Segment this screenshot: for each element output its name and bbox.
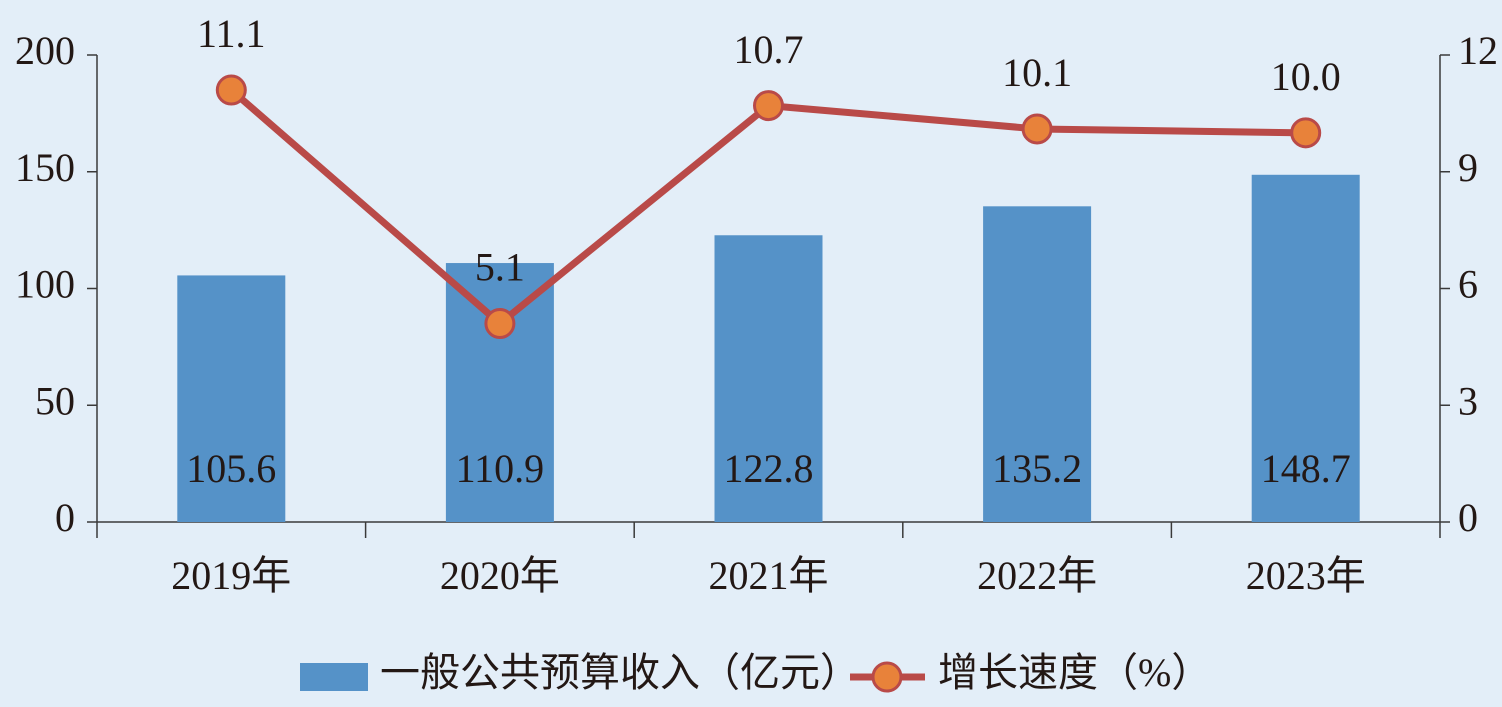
bar-value-label: 148.7 [1261,446,1351,491]
bar [714,235,823,522]
line-marker [753,90,784,122]
y-tick-label: 50 [35,378,75,423]
y2-tick-label: 6 [1458,262,1478,307]
line-marker [484,308,516,340]
legend-label: 一般公共预算收入（亿元） [380,650,860,695]
line-marker [1021,113,1053,145]
y2-tick-label: 12 [1458,28,1498,73]
bar [983,206,1092,523]
y-tick-label: 100 [15,262,75,307]
bar-value-label: 122.8 [724,446,814,491]
bar-value-label: 105.6 [186,446,276,491]
legend-swatch [300,663,368,691]
bar [1251,174,1360,522]
x-tick-label: 2020年 [440,553,560,598]
legend-swatch [871,661,903,693]
line-value-label: 10.1 [1002,50,1072,95]
y2-tick-label: 0 [1458,495,1478,540]
line-value-label: 10.0 [1271,54,1341,99]
bar [445,263,554,522]
bar-value-label: 135.2 [992,446,1082,491]
x-tick-label: 2021年 [709,553,829,598]
x-tick-label: 2022年 [977,553,1097,598]
bar-value-label: 110.9 [456,446,545,491]
x-tick-label: 2023年 [1246,553,1366,598]
line-marker [215,74,247,106]
legend-label: 增长速度（%） [938,650,1211,695]
y-tick-label: 150 [15,145,75,190]
y2-tick-label: 3 [1458,378,1478,423]
bar [177,275,286,522]
line-value-label: 5.1 [475,245,525,290]
y2-tick-label: 9 [1458,145,1478,190]
y-tick-label: 200 [15,28,75,73]
line-marker [1290,117,1322,149]
line-value-label: 10.7 [734,27,804,72]
y-tick-label: 0 [55,495,75,540]
line-value-label: 11.1 [197,11,266,56]
x-tick-label: 2019年 [171,553,291,598]
